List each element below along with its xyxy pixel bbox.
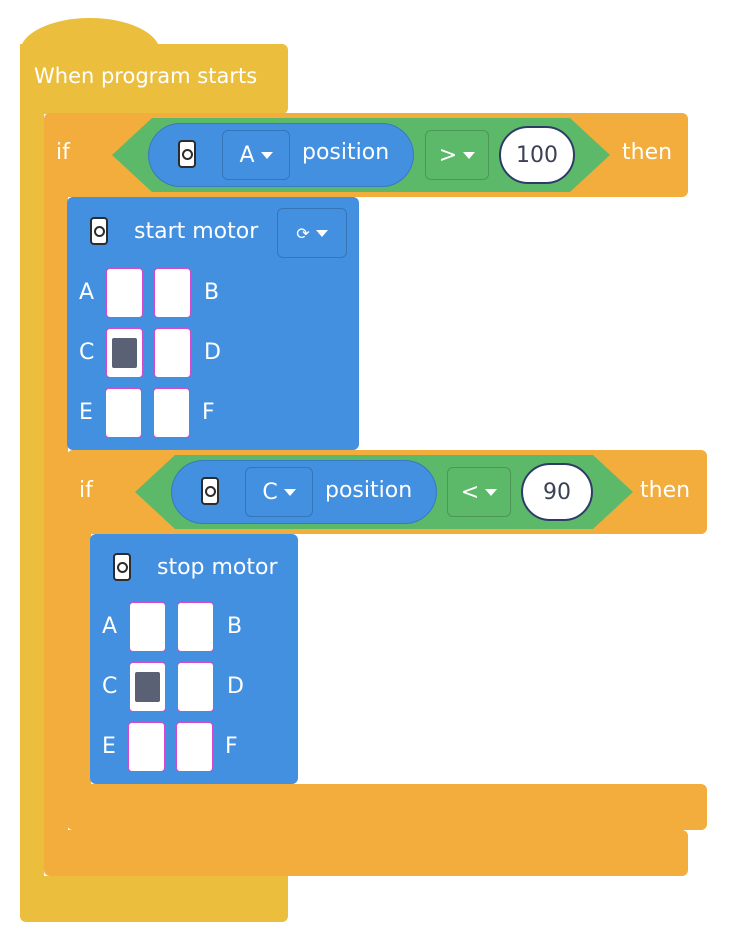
motor-icon [201,477,219,505]
port-checkbox-a[interactable] [129,602,166,652]
port-checkbox-f[interactable] [153,388,190,438]
port-checkbox-c[interactable] [106,328,143,378]
chevron-down-icon [463,151,476,159]
port-selected-fill [112,338,137,368]
chevron-down-icon [283,488,296,496]
port-label-b: B [227,614,243,639]
stop-motor-label: stop motor [157,555,278,580]
port-label-f: F [202,400,215,425]
port-label-d: D [227,674,244,699]
position-label: position [302,140,390,165]
port-label-a: A [102,614,118,639]
if-outer-foot [44,830,688,876]
if-inner-rail [67,520,91,810]
operator-dropdown-gt[interactable]: > [425,130,489,180]
port-label-e: E [79,400,93,425]
if-inner-then-label: then [640,478,691,503]
if-outer-if-label: if [56,140,70,165]
port-checkbox-d[interactable] [154,328,191,378]
if-inner-foot [67,784,707,830]
start-motor-label: start motor [134,219,259,244]
port-dropdown-c[interactable]: C [245,467,313,517]
port-checkbox-b[interactable] [154,268,191,318]
port-checkbox-f[interactable] [176,722,213,772]
port-checkbox-d[interactable] [177,662,214,712]
port-label-e: E [102,734,116,759]
port-label-f: F [225,734,238,759]
port-checkbox-e[interactable] [128,722,165,772]
motor-icon [90,217,108,245]
port-label-a: A [79,280,95,305]
port-label-b: B [204,280,220,305]
if-outer-rail [44,180,68,860]
port-selected-fill [135,672,160,702]
direction-dropdown[interactable]: ⟳ [277,208,347,258]
if-inner-if-label: if [79,478,93,503]
chevron-down-icon [485,488,498,496]
position-label: position [325,478,413,503]
operator-dropdown-lt[interactable]: < [447,467,511,517]
event-hat-body[interactable] [20,44,288,114]
chevron-down-icon [260,151,273,159]
hat-label: When program starts [34,64,258,88]
if-outer-then-label: then [622,140,673,165]
port-checkbox-b[interactable] [177,602,214,652]
motor-icon [113,553,131,581]
port-label-d: D [204,340,221,365]
port-checkbox-c[interactable] [129,662,166,712]
port-label-c: C [79,340,95,365]
event-hat-stack-rail [20,100,44,890]
motor-icon [178,140,196,168]
value-input-100[interactable]: 100 [499,126,575,184]
port-checkbox-e[interactable] [105,388,142,438]
rotate-clockwise-icon: ⟳ [296,223,310,243]
chevron-down-icon [315,229,328,237]
port-label-c: C [102,674,118,699]
port-dropdown-a[interactable]: A [222,130,290,180]
value-input-90[interactable]: 90 [521,463,593,521]
port-checkbox-a[interactable] [106,268,143,318]
event-hat-foot [20,876,288,922]
